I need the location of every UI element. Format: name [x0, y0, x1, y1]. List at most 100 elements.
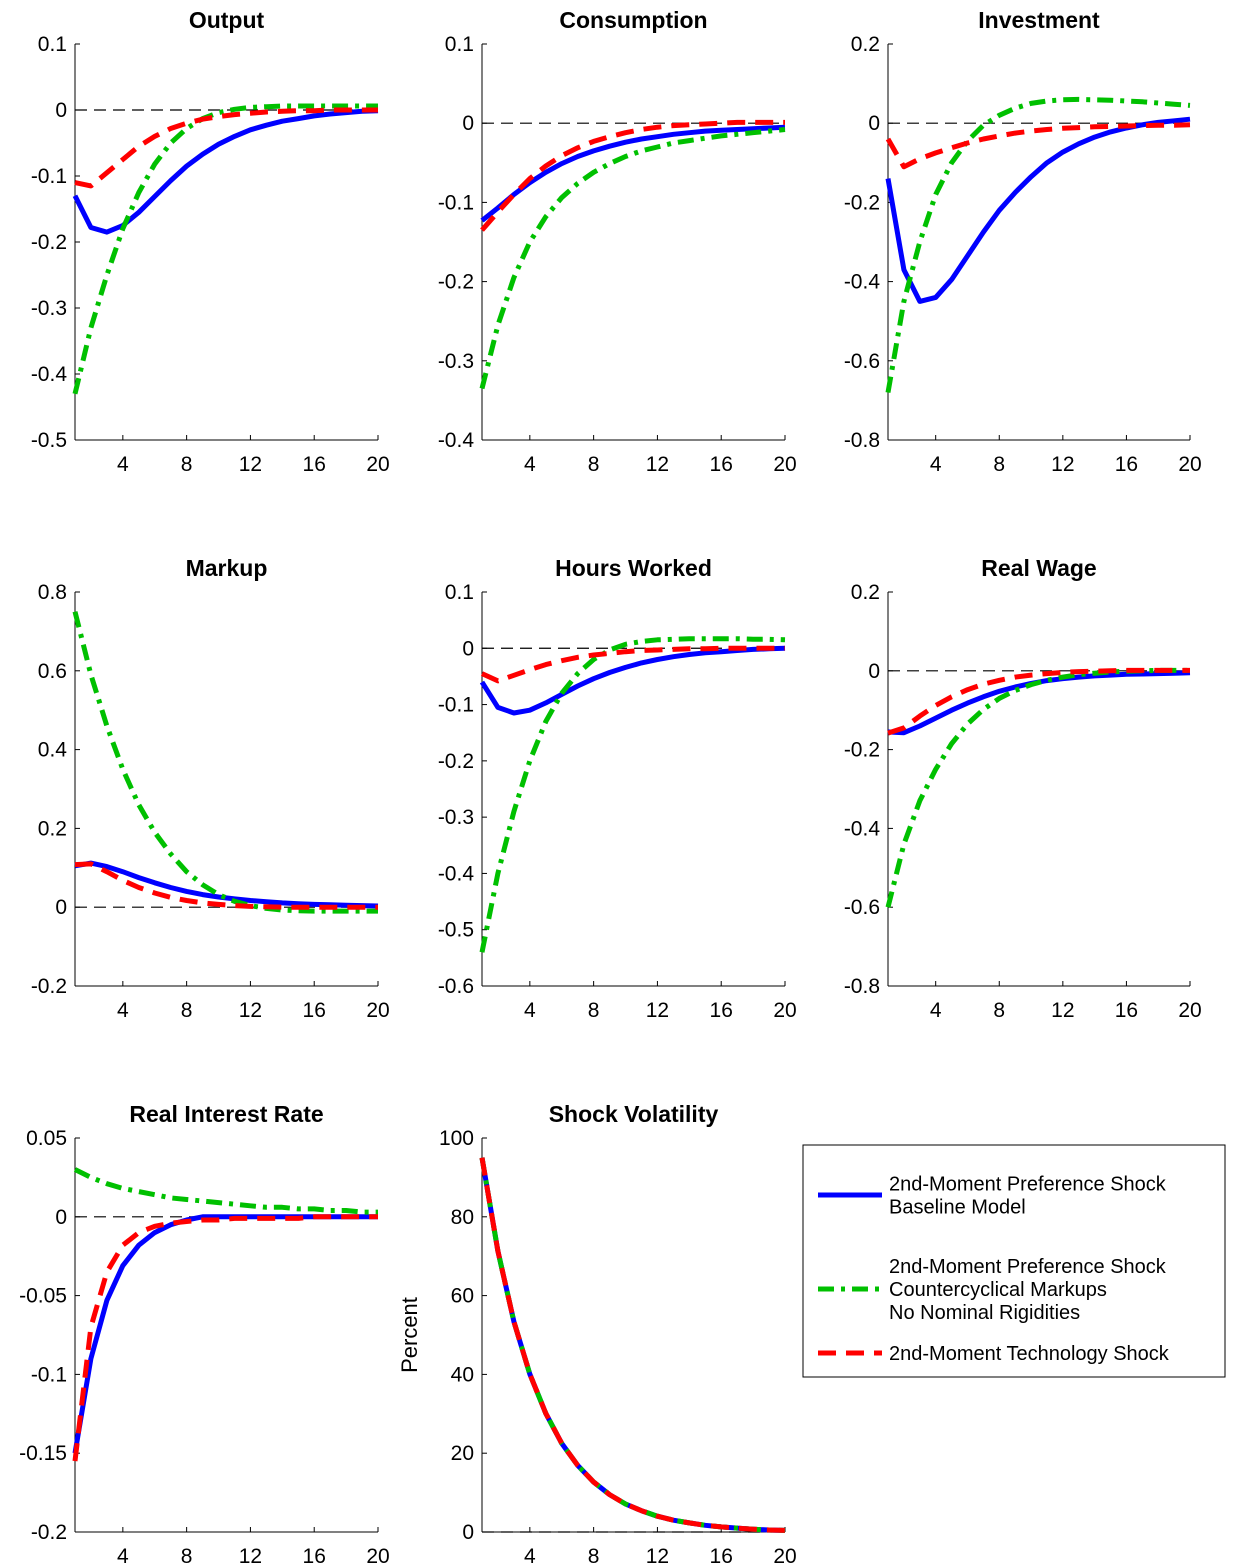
- y-tick-label: -0.4: [844, 817, 881, 840]
- x-tick-label: 16: [303, 1545, 326, 1566]
- panel-title: Real Wage: [981, 555, 1096, 581]
- x-tick-label: 8: [181, 999, 193, 1022]
- y-tick-label: 0.1: [445, 581, 474, 604]
- legend-label: 2nd-Moment Technology Shock: [889, 1343, 1170, 1365]
- series-line-1: [885, 667, 1190, 908]
- series-line-2: [887, 667, 1190, 736]
- y-tick-label: -0.6: [438, 975, 474, 998]
- x-tick-label: 12: [239, 453, 262, 476]
- series-line-1: [479, 636, 786, 953]
- panel-title: Hours Worked: [555, 555, 712, 581]
- x-tick-label: 8: [588, 1545, 600, 1566]
- series-line-0: [72, 108, 379, 235]
- x-tick-label: 12: [646, 453, 669, 476]
- y-tick-label: 0.2: [851, 581, 880, 604]
- series-line-2: [74, 107, 378, 189]
- y-tick-label: 0.4: [38, 739, 68, 762]
- y-tick-label: -0.4: [31, 363, 68, 386]
- panel-markup: -0.2 0 0.2 0.4 0.6 0.8 4 8 12 16 20 Markup: [31, 555, 390, 1022]
- series-line-2: [885, 122, 1191, 170]
- series-line-1: [885, 96, 1191, 393]
- y-tick-label: 0.1: [38, 33, 67, 56]
- y-tick-label: -0.5: [31, 429, 67, 452]
- y-tick-label: -0.4: [438, 429, 475, 452]
- y-tick-label: 0: [462, 1521, 474, 1544]
- x-tick-label: 12: [1051, 999, 1074, 1022]
- y-tick-label: -0.2: [844, 739, 880, 762]
- x-tick-label: 20: [1178, 999, 1201, 1022]
- x-tick-label: 20: [773, 1545, 796, 1566]
- y-tick-label: -0.2: [844, 191, 880, 214]
- panel-title: Output: [189, 7, 265, 33]
- y-tick-label: 60: [451, 1285, 474, 1308]
- series-line-2: [480, 645, 785, 684]
- series-line-2: [479, 1157, 786, 1533]
- x-tick-label: 20: [366, 453, 389, 476]
- y-tick-label: -0.8: [844, 429, 880, 452]
- panel-shock-volatility: 0 20 40 60 80 100 4 8 12 16 20 Shock Volatility Perc…: [397, 1101, 797, 1566]
- y-tick-label: 0.05: [26, 1127, 67, 1150]
- y-tick-label: -0.3: [438, 350, 474, 373]
- x-tick-label: 16: [303, 453, 326, 476]
- y-tick-label: 0: [462, 637, 474, 660]
- y-tick-label: -0.1: [438, 694, 474, 717]
- x-tick-label: 4: [117, 999, 129, 1022]
- x-tick-label: 4: [930, 999, 942, 1022]
- x-tick-label: 12: [1051, 453, 1074, 476]
- y-tick-label: 0.6: [38, 660, 67, 683]
- legend-entry-1: 2nd-Moment Preference ShockCountercyclic…: [818, 1256, 1167, 1324]
- x-tick-label: 8: [993, 453, 1005, 476]
- panel-title: Shock Volatility: [549, 1101, 719, 1127]
- y-tick-label: -0.2: [31, 231, 67, 254]
- y-tick-label: -0.4: [844, 271, 881, 294]
- x-tick-label: 20: [773, 453, 796, 476]
- y-tick-label: 0: [868, 660, 880, 683]
- y-tick-label: -0.2: [438, 271, 474, 294]
- panel-title: Consumption: [559, 7, 707, 33]
- y-tick-label: 0: [55, 99, 67, 122]
- x-tick-label: 8: [588, 999, 600, 1022]
- x-tick-label: 20: [1178, 453, 1201, 476]
- y-tick-label: -0.6: [844, 350, 880, 373]
- series-line-0: [885, 116, 1191, 304]
- panel-consumption: -0.4 -0.3 -0.2 -0.1 0 0.1 4 8 12 16 20 Consumption: [438, 7, 797, 476]
- y-tick-label: -0.1: [31, 165, 67, 188]
- panel-real-interest-rate: -0.2 -0.15 -0.1 -0.05 0 0.05 4 8 12 16 20 Real Inte…: [19, 1101, 390, 1566]
- legend-label: Countercyclical Markups: [889, 1279, 1107, 1301]
- y-tick-label: -0.15: [19, 1442, 67, 1465]
- panel-hours-worked: -0.6 -0.5 -0.4 -0.3 -0.2 -0.1 0 0.1 4 8 12 16 20 Hour…: [438, 555, 797, 1022]
- x-tick-label: 16: [710, 1545, 733, 1566]
- y-axis-label: Percent: [397, 1297, 422, 1373]
- y-tick-label: 0: [55, 1206, 67, 1229]
- y-tick-label: 0: [868, 112, 880, 135]
- y-tick-label: 40: [451, 1363, 474, 1386]
- y-tick-label: 0.8: [38, 581, 67, 604]
- y-tick-label: -0.05: [19, 1285, 67, 1308]
- y-tick-label: -0.3: [438, 806, 474, 829]
- series-line-0: [479, 645, 786, 716]
- y-tick-label: 0.2: [38, 817, 67, 840]
- legend-box: [802, 1144, 1226, 1378]
- series-line-2: [74, 861, 378, 910]
- x-tick-label: 16: [710, 999, 733, 1022]
- y-tick-label: -0.1: [31, 1363, 67, 1386]
- y-tick-label: -0.2: [438, 750, 474, 773]
- x-tick-label: 8: [181, 1545, 193, 1566]
- series-line-1: [479, 127, 786, 390]
- series-line-2: [72, 1214, 378, 1462]
- x-tick-label: 20: [366, 999, 389, 1022]
- series-line-1: [479, 1157, 786, 1533]
- y-tick-label: 20: [451, 1442, 474, 1465]
- y-tick-label: 0.2: [851, 33, 880, 56]
- x-tick-label: 12: [239, 1545, 262, 1566]
- panel-output: -0.5 -0.4 -0.3 -0.2 -0.1 0 0.1 4 8 12 16 20 Output: [31, 7, 390, 476]
- legend-label: No Nominal Rigidities: [889, 1302, 1080, 1324]
- x-tick-label: 4: [930, 453, 942, 476]
- panel-investment: -0.8 -0.6 -0.4 -0.2 0 0.2 4 8 12 16 20 Investment: [844, 7, 1202, 476]
- panel-title: Real Interest Rate: [129, 1101, 323, 1127]
- x-tick-label: 8: [993, 999, 1005, 1022]
- series-line-1: [72, 103, 378, 395]
- legend-label: 2nd-Moment Preference Shock: [889, 1174, 1167, 1196]
